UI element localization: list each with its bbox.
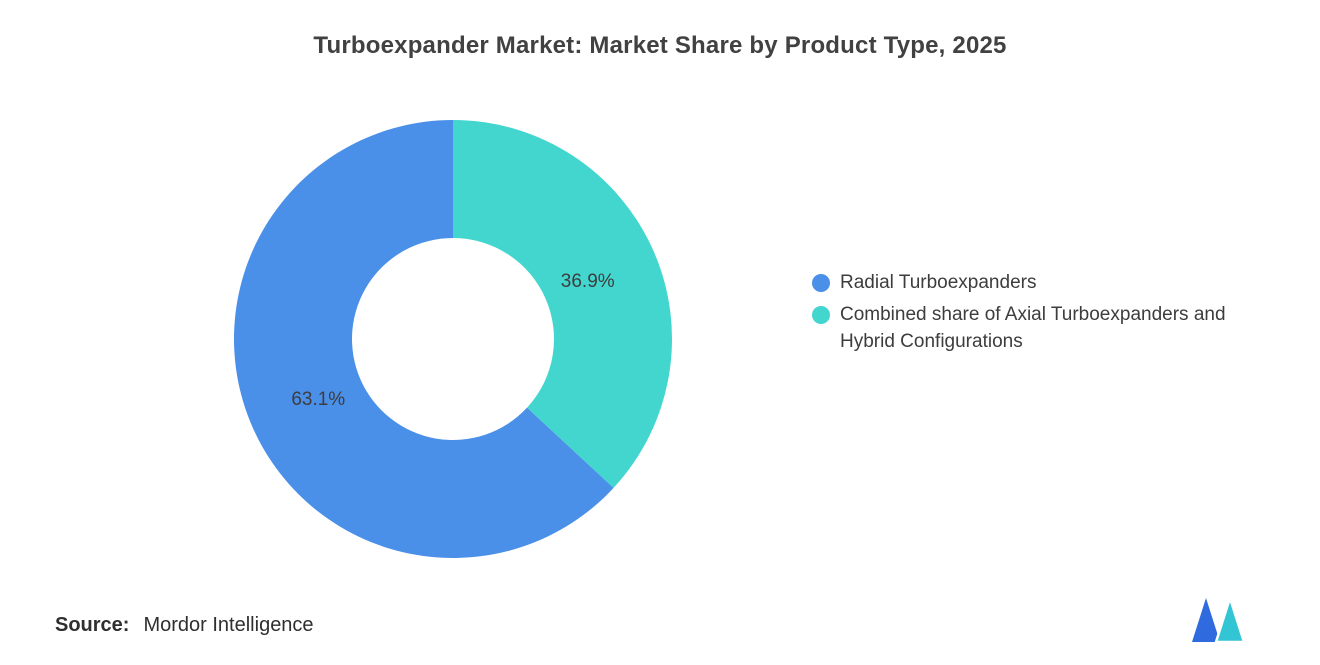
logo-right-peak [1214,596,1246,642]
donut-slice-1 [453,119,672,488]
source-name: Mordor Intelligence [143,614,314,636]
source-line: Source: Mordor Intelligence [55,614,314,637]
chart-title: Turboexpander Market: Market Share by Pr… [313,32,1007,59]
slice-data-label-1: 36.9% [561,271,615,292]
legend-label: Combined share of Axial Turboexpanders a… [840,303,1226,352]
mordor-intelligence-logo [1192,596,1246,642]
legend-item-0: Radial Turboexpanders [812,270,1264,297]
chart-legend: Radial Turboexpanders Combined share of A… [812,270,1264,356]
legend-swatch-icon [812,274,830,292]
legend-label: Radial Turboexpanders [840,272,1037,293]
legend-item-1: Combined share of Axial Turboexpanders a… [812,302,1264,356]
logo-left-peak [1192,598,1220,642]
slice-data-label-0: 63.1% [291,389,345,410]
donut-chart: 63.1% 36.9% [234,119,672,558]
source-label: Source: [55,614,130,636]
legend-swatch-icon [812,305,830,324]
donut-slice-0 [234,120,614,558]
